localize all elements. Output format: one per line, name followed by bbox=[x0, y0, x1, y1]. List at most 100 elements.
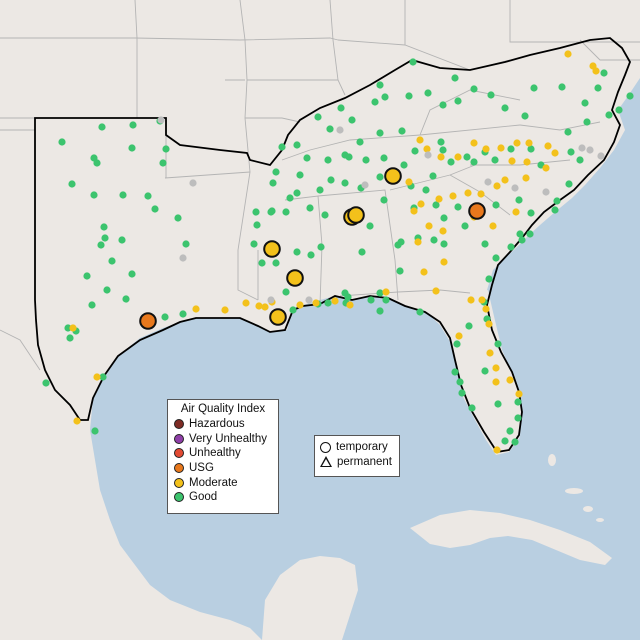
monitor-site bbox=[423, 145, 431, 153]
monitor-site bbox=[336, 126, 344, 134]
monitor-site bbox=[576, 156, 584, 164]
monitor-site bbox=[192, 305, 200, 313]
monitor-site bbox=[100, 223, 108, 231]
monitor-site bbox=[366, 222, 374, 230]
monitor-site bbox=[470, 139, 478, 147]
monitor-site bbox=[478, 296, 486, 304]
monitor-site bbox=[410, 207, 418, 215]
legend-permanent-row: permanent bbox=[320, 455, 394, 470]
monitor-site bbox=[440, 240, 448, 248]
monitor-site bbox=[66, 334, 74, 342]
monitor-site bbox=[69, 324, 77, 332]
monitor-site bbox=[526, 230, 534, 238]
monitor-site bbox=[470, 158, 478, 166]
monitor-site bbox=[326, 125, 334, 133]
monitor-site bbox=[416, 136, 424, 144]
monitor-site bbox=[424, 89, 432, 97]
monitor-site bbox=[269, 179, 277, 187]
monitor-site bbox=[253, 221, 261, 229]
monitor-site bbox=[497, 144, 505, 152]
legend-label: USG bbox=[189, 462, 214, 475]
monitor-site bbox=[317, 243, 325, 251]
legend-row: USG bbox=[174, 461, 272, 476]
monitor-site bbox=[527, 145, 535, 153]
monitor-site bbox=[151, 205, 159, 213]
monitor-site bbox=[542, 164, 550, 172]
legend-swatch bbox=[174, 448, 184, 459]
monitor-site bbox=[468, 404, 476, 412]
monitor-site bbox=[594, 84, 602, 92]
monitor-site bbox=[312, 299, 320, 307]
legend-label: Good bbox=[189, 491, 218, 504]
monitor-site bbox=[286, 194, 294, 202]
monitor-site bbox=[337, 104, 345, 112]
monitor-site bbox=[118, 236, 126, 244]
monitor-site bbox=[382, 288, 390, 296]
monitor-site bbox=[376, 289, 384, 297]
monitor-site bbox=[97, 241, 105, 249]
monitor-site bbox=[296, 171, 304, 179]
monitor-site bbox=[485, 320, 493, 328]
monitor-site bbox=[289, 306, 297, 314]
monitor-site bbox=[454, 203, 462, 211]
monitor-site bbox=[485, 275, 493, 283]
monitor-site bbox=[514, 398, 522, 406]
monitor-site bbox=[122, 295, 130, 303]
monitor-site bbox=[316, 186, 324, 194]
monitor-site bbox=[507, 145, 515, 153]
monitor-site bbox=[516, 230, 524, 238]
monitor-site bbox=[508, 157, 516, 165]
monitor-site bbox=[90, 191, 98, 199]
monitor-site bbox=[380, 154, 388, 162]
monitor-site bbox=[567, 148, 575, 156]
monitor-site bbox=[456, 378, 464, 386]
monitor-site bbox=[467, 296, 475, 304]
monitor-site bbox=[162, 145, 170, 153]
monitor-site bbox=[522, 174, 530, 182]
monitor-site bbox=[592, 67, 600, 75]
monitor-site bbox=[367, 296, 375, 304]
monitor-site bbox=[356, 138, 364, 146]
large-monitor-site bbox=[269, 308, 287, 326]
monitor-site bbox=[88, 301, 96, 309]
monitor-site bbox=[487, 91, 495, 99]
monitor-site bbox=[481, 367, 489, 375]
monitor-site bbox=[324, 299, 332, 307]
monitor-site bbox=[416, 308, 424, 316]
monitor-site bbox=[314, 113, 322, 121]
legend-label: Moderate bbox=[189, 476, 238, 489]
monitor-site bbox=[293, 141, 301, 149]
aqi-legend: Air Quality Index Hazardous Very Unhealth… bbox=[167, 399, 279, 514]
monitor-site bbox=[400, 161, 408, 169]
monitor-site bbox=[440, 214, 448, 222]
monitor-site bbox=[303, 154, 311, 162]
monitor-site bbox=[447, 158, 455, 166]
monitor-site bbox=[501, 437, 509, 445]
island bbox=[596, 518, 604, 522]
monitor-site bbox=[68, 180, 76, 188]
monitor-site bbox=[600, 69, 608, 77]
monitor-site bbox=[272, 259, 280, 267]
monitor-site bbox=[182, 240, 190, 248]
monitor-site bbox=[362, 156, 370, 164]
legend-label: Very Unhealthy bbox=[189, 432, 267, 445]
monitor-site bbox=[564, 128, 572, 136]
monitor-site bbox=[255, 302, 263, 310]
monitor-site bbox=[83, 272, 91, 280]
monitor-site bbox=[492, 364, 500, 372]
monitor-site bbox=[525, 139, 533, 147]
large-monitor-site bbox=[286, 269, 304, 287]
legend-swatch bbox=[174, 477, 184, 488]
monitor-site bbox=[396, 267, 404, 275]
large-monitor-site bbox=[384, 167, 402, 185]
monitor-site bbox=[98, 123, 106, 131]
monitor-site bbox=[119, 191, 127, 199]
large-monitor-site bbox=[347, 206, 365, 224]
monitor-site bbox=[458, 389, 466, 397]
monitor-site bbox=[108, 257, 116, 265]
monitor-site bbox=[451, 368, 459, 376]
monitor-site bbox=[551, 149, 559, 157]
monitor-site bbox=[282, 208, 290, 216]
monitor-site bbox=[398, 127, 406, 135]
monitor-site bbox=[348, 116, 356, 124]
